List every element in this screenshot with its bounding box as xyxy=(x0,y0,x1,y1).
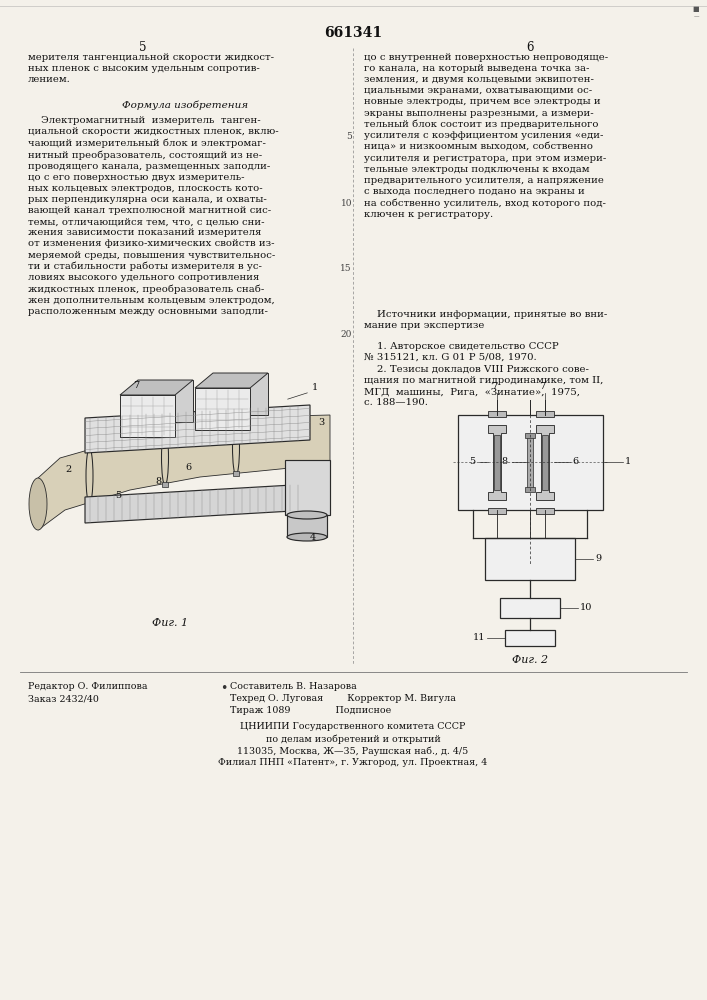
Text: 3: 3 xyxy=(318,418,325,427)
Text: 15: 15 xyxy=(340,264,352,273)
Polygon shape xyxy=(195,373,268,388)
Text: Фиг. 2: Фиг. 2 xyxy=(512,655,548,665)
Text: по делам изобретений и открытий: по делам изобретений и открытий xyxy=(266,734,440,744)
Bar xyxy=(505,630,555,646)
Text: 11: 11 xyxy=(472,633,485,642)
Text: 1: 1 xyxy=(625,457,631,466)
Bar xyxy=(488,411,506,417)
Text: Электромагнитный  измеритель  танген-
циальной скорости жидкостных пленок, вклю-: Электромагнитный измеритель танген- циал… xyxy=(28,116,279,316)
Bar xyxy=(485,538,575,580)
Ellipse shape xyxy=(29,478,47,530)
Polygon shape xyxy=(120,380,193,395)
Bar xyxy=(500,598,560,618)
Text: 6: 6 xyxy=(526,41,534,54)
Text: Источники информации, принятые во вни-
мание при экспертизе: Источники информации, принятые во вни- м… xyxy=(364,310,607,330)
Polygon shape xyxy=(536,425,554,500)
Text: 8: 8 xyxy=(155,477,161,486)
Text: 20: 20 xyxy=(341,330,352,339)
Bar xyxy=(287,515,327,537)
Polygon shape xyxy=(488,425,506,500)
Text: Филиал ПНП «Патент», г. Ужгород, ул. Проектная, 4: Филиал ПНП «Патент», г. Ужгород, ул. Про… xyxy=(218,758,488,767)
Text: 1. Авторское свидетельство СССР
№ 315121, кл. G 01 P 5/08, 1970.: 1. Авторское свидетельство СССР № 315121… xyxy=(364,342,559,362)
Polygon shape xyxy=(138,380,193,422)
Bar xyxy=(527,435,533,490)
Text: Формула изобретения: Формула изобретения xyxy=(122,100,248,109)
Polygon shape xyxy=(85,484,310,523)
Bar xyxy=(488,508,506,514)
Text: ЦНИИПИ Государственного комитета СССР: ЦНИИПИ Государственного комитета СССР xyxy=(240,722,466,731)
Text: 113035, Москва, Ж—35, Раушская наб., д. 4/5: 113035, Москва, Ж—35, Раушская наб., д. … xyxy=(238,746,469,756)
Text: 1: 1 xyxy=(312,383,318,392)
Ellipse shape xyxy=(287,511,327,519)
Text: 6: 6 xyxy=(572,457,578,466)
Polygon shape xyxy=(213,373,268,415)
Text: 5: 5 xyxy=(115,491,121,500)
Text: 7: 7 xyxy=(539,382,545,391)
Text: мерителя тангенциальной скорости жидкост-
ных пленок с высоким удельным сопротив: мерителя тангенциальной скорости жидкост… xyxy=(28,53,274,84)
Bar xyxy=(542,435,548,490)
Text: 10: 10 xyxy=(580,603,592,612)
Bar xyxy=(86,500,93,505)
Bar xyxy=(525,433,535,438)
Text: 2: 2 xyxy=(65,465,71,474)
Text: 8: 8 xyxy=(502,457,508,466)
Bar xyxy=(285,460,330,515)
Text: 9: 9 xyxy=(595,554,601,563)
Bar xyxy=(458,415,603,510)
Text: 6: 6 xyxy=(185,463,191,472)
Text: 4: 4 xyxy=(310,533,316,542)
Text: 7: 7 xyxy=(133,381,139,390)
Bar xyxy=(162,482,168,487)
Polygon shape xyxy=(85,405,310,453)
Text: Заказ 2432/40: Заказ 2432/40 xyxy=(28,694,99,703)
Text: цо с внутренней поверхностью непроводяще-
го канала, на который выведена точка з: цо с внутренней поверхностью непроводяще… xyxy=(364,53,608,219)
Text: 661341: 661341 xyxy=(324,26,382,40)
Text: 7: 7 xyxy=(491,382,497,391)
Ellipse shape xyxy=(287,533,327,541)
Bar xyxy=(195,388,250,430)
Bar xyxy=(536,411,554,417)
Text: Фиг. 1: Фиг. 1 xyxy=(152,618,188,628)
Bar xyxy=(494,435,500,490)
Text: —: — xyxy=(694,14,699,19)
Text: Техред О. Луговая        Корректор М. Вигула: Техред О. Луговая Корректор М. Вигула xyxy=(230,694,456,703)
Text: Редактор О. Филиппова: Редактор О. Филиппова xyxy=(28,682,148,691)
Bar xyxy=(233,471,239,476)
Text: 5: 5 xyxy=(469,457,475,466)
Text: ■: ■ xyxy=(692,5,699,13)
Text: 2. Тезисы докладов VIII Рижского сове-
щания по магнитной гидродинамике, том II,: 2. Тезисы докладов VIII Рижского сове- щ… xyxy=(364,365,603,407)
Text: Составитель В. Назарова: Составитель В. Назарова xyxy=(230,682,357,691)
Text: 5: 5 xyxy=(139,41,147,54)
Bar xyxy=(120,395,175,437)
Bar xyxy=(536,508,554,514)
Text: •: • xyxy=(221,682,228,695)
Text: 5: 5 xyxy=(346,132,352,141)
Polygon shape xyxy=(38,415,330,530)
Bar xyxy=(525,487,535,492)
Text: 10: 10 xyxy=(341,199,352,208)
Text: Тираж 1089               Подписное: Тираж 1089 Подписное xyxy=(230,706,391,715)
